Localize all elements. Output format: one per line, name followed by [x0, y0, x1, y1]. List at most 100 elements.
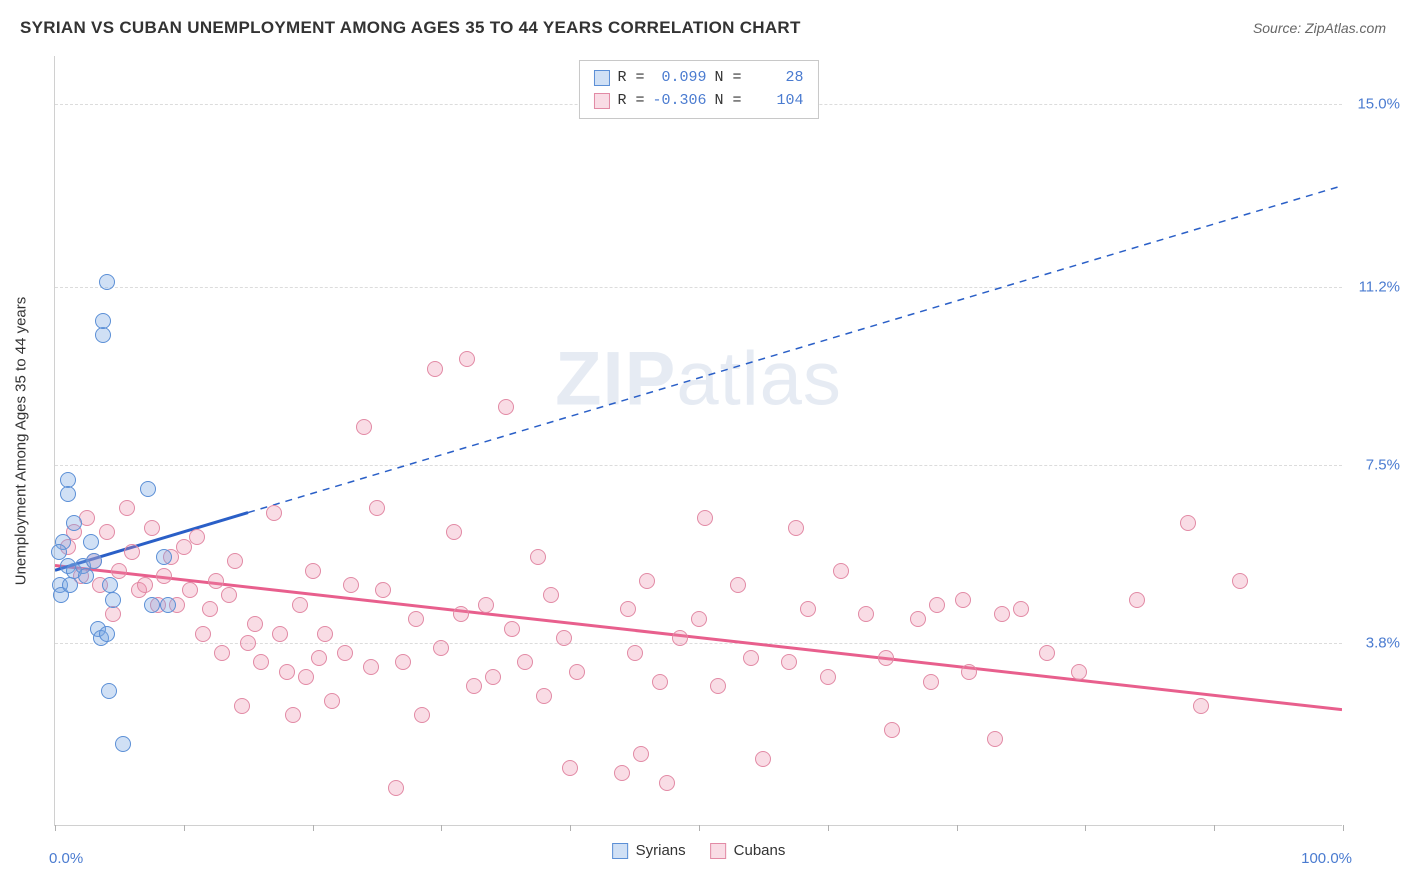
data-point	[395, 654, 411, 670]
data-point	[697, 510, 713, 526]
data-point	[743, 650, 759, 666]
data-point	[994, 606, 1010, 622]
data-point	[83, 534, 99, 550]
data-point	[324, 693, 340, 709]
data-point	[755, 751, 771, 767]
data-point	[140, 481, 156, 497]
data-point	[343, 577, 359, 593]
data-point	[124, 544, 140, 560]
data-point	[101, 683, 117, 699]
series-legend: Syrians Cubans	[612, 842, 786, 859]
swatch-syrians-icon	[612, 843, 628, 859]
data-point	[272, 626, 288, 642]
data-point	[652, 674, 668, 690]
watermark: ZIPatlas	[555, 335, 842, 422]
data-point	[66, 515, 82, 531]
data-point	[466, 678, 482, 694]
data-point	[433, 640, 449, 656]
data-point	[115, 736, 131, 752]
data-point	[356, 419, 372, 435]
data-point	[99, 274, 115, 290]
data-point	[536, 688, 552, 704]
data-point	[833, 563, 849, 579]
data-point	[453, 606, 469, 622]
data-point	[1039, 645, 1055, 661]
data-point	[227, 553, 243, 569]
data-point	[311, 650, 327, 666]
data-point	[929, 597, 945, 613]
legend-item-syrians: Syrians	[612, 842, 686, 859]
data-point	[884, 722, 900, 738]
data-point	[195, 626, 211, 642]
data-point	[137, 577, 153, 593]
swatch-cubans	[593, 93, 609, 109]
data-point	[562, 760, 578, 776]
data-point	[1129, 592, 1145, 608]
data-point	[369, 500, 385, 516]
data-point	[111, 563, 127, 579]
data-point	[427, 361, 443, 377]
data-point	[99, 524, 115, 540]
data-point	[614, 765, 630, 781]
data-point	[820, 669, 836, 685]
data-point	[208, 573, 224, 589]
data-point	[1071, 664, 1087, 680]
data-point	[86, 553, 102, 569]
data-point	[60, 486, 76, 502]
data-point	[414, 707, 430, 723]
data-point	[202, 601, 218, 617]
stats-row-syrians: R = 0.099 N = 28	[593, 67, 803, 90]
data-point	[160, 597, 176, 613]
data-point	[620, 601, 636, 617]
data-point	[292, 597, 308, 613]
data-point	[858, 606, 874, 622]
data-point	[119, 500, 135, 516]
data-point	[253, 654, 269, 670]
data-point	[569, 664, 585, 680]
data-point	[923, 674, 939, 690]
data-point	[633, 746, 649, 762]
data-point	[78, 568, 94, 584]
data-point	[156, 568, 172, 584]
x-max-label: 100.0%	[1301, 850, 1352, 867]
data-point	[221, 587, 237, 603]
data-point	[691, 611, 707, 627]
data-point	[987, 731, 1003, 747]
data-point	[317, 626, 333, 642]
data-point	[504, 621, 520, 637]
swatch-syrians	[593, 70, 609, 86]
data-point	[105, 606, 121, 622]
x-min-label: 0.0%	[49, 850, 83, 867]
data-point	[95, 313, 111, 329]
y-axis-label: Unemployment Among Ages 35 to 44 years	[13, 296, 30, 585]
data-point	[543, 587, 559, 603]
data-point	[710, 678, 726, 694]
data-point	[51, 544, 67, 560]
data-point	[240, 635, 256, 651]
data-point	[1232, 573, 1248, 589]
data-point	[182, 582, 198, 598]
data-point	[639, 573, 655, 589]
data-point	[1193, 698, 1209, 714]
data-point	[1180, 515, 1196, 531]
swatch-cubans-icon	[710, 843, 726, 859]
data-point	[517, 654, 533, 670]
data-point	[214, 645, 230, 661]
data-point	[910, 611, 926, 627]
data-point	[156, 549, 172, 565]
data-point	[627, 645, 643, 661]
data-point	[800, 601, 816, 617]
data-point	[730, 577, 746, 593]
data-point	[1013, 601, 1029, 617]
data-point	[388, 780, 404, 796]
data-point	[144, 520, 160, 536]
data-point	[144, 597, 160, 613]
stats-legend: R = 0.099 N = 28 R = -0.306 N = 104	[578, 60, 818, 119]
data-point	[298, 669, 314, 685]
data-point	[961, 664, 977, 680]
data-point	[234, 698, 250, 714]
data-point	[408, 611, 424, 627]
data-point	[530, 549, 546, 565]
data-point	[659, 775, 675, 791]
data-point	[672, 630, 688, 646]
